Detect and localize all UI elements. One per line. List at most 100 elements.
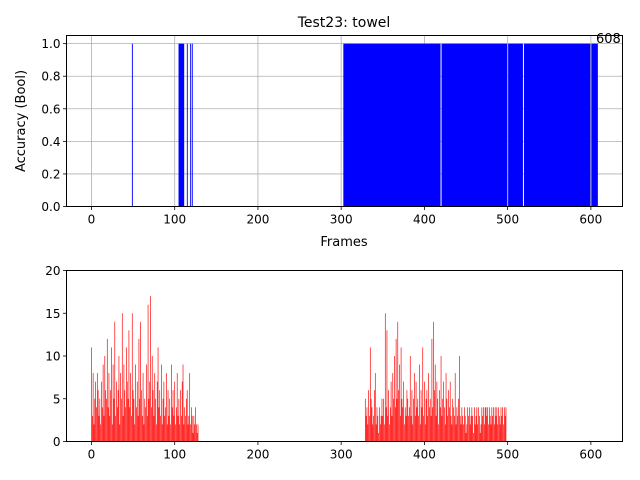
bar [183, 424, 185, 442]
bar [182, 364, 184, 442]
bar [149, 381, 151, 442]
bar [404, 424, 405, 442]
bar [96, 373, 98, 442]
top-chart-title: Test23: towel [297, 15, 391, 31]
x-tick-label: 600 [579, 448, 602, 462]
y-tick-label: 20 [45, 264, 60, 278]
bar [377, 415, 379, 442]
bar [142, 373, 144, 442]
top-chart: Test23: towel 0 100 200 300 400 500 600 0.0 0.2… [14, 15, 623, 250]
bar [439, 407, 441, 442]
top-axes-frame [66, 35, 623, 207]
bar [116, 407, 118, 442]
bar [187, 424, 189, 442]
bar [379, 424, 381, 442]
bar [498, 415, 500, 442]
bar [129, 407, 131, 442]
x-tick-label: 300 [330, 448, 353, 462]
bar [433, 321, 434, 442]
bar [368, 390, 369, 442]
bar [454, 373, 456, 442]
bar [371, 407, 373, 442]
bar [364, 398, 366, 442]
bar [397, 321, 399, 442]
bar [190, 43, 192, 207]
bar [131, 313, 133, 442]
bar [472, 415, 474, 442]
bar [178, 43, 185, 207]
top-bars [131, 43, 598, 207]
bar [191, 407, 192, 442]
bar [110, 390, 111, 442]
bar [415, 381, 417, 442]
bar [392, 373, 394, 442]
bar [495, 415, 497, 442]
bar [432, 407, 434, 442]
bar [503, 424, 504, 442]
bar [476, 407, 478, 442]
bar [434, 390, 435, 442]
bar [151, 407, 152, 442]
bar [399, 415, 401, 442]
bar [400, 347, 402, 442]
bar [124, 390, 126, 442]
x-tick-label: 600 [579, 213, 602, 227]
bar [451, 424, 453, 442]
bar [431, 338, 433, 442]
bar [196, 432, 198, 442]
bar [150, 296, 151, 442]
bar [398, 390, 399, 442]
bar [367, 424, 369, 442]
bar [178, 398, 180, 442]
bar [197, 424, 199, 442]
bar [343, 43, 441, 207]
bar [381, 398, 383, 442]
bar [424, 381, 425, 442]
bar [127, 398, 129, 442]
bar [174, 381, 176, 442]
bar [106, 398, 107, 442]
bar [439, 390, 440, 442]
bar [100, 424, 101, 442]
bar [460, 424, 462, 442]
bar [406, 390, 408, 442]
bar [501, 415, 503, 442]
bar [193, 415, 195, 442]
bar [143, 424, 145, 442]
bar [393, 398, 394, 442]
bar [383, 398, 384, 442]
bar [139, 398, 141, 442]
bar [421, 407, 423, 442]
bar [449, 381, 451, 442]
bar [470, 415, 472, 442]
bar [422, 347, 424, 442]
bar [427, 415, 429, 442]
bar [387, 415, 389, 442]
bar [370, 398, 372, 442]
bar [481, 407, 483, 442]
bar [132, 390, 134, 442]
bar [195, 407, 196, 442]
bar [181, 415, 182, 442]
bar [118, 356, 120, 442]
y-tick-label: 10 [45, 350, 60, 364]
bar [384, 313, 386, 442]
bar [441, 415, 443, 442]
bar [394, 407, 396, 442]
bar [184, 407, 186, 442]
bar [438, 424, 439, 442]
bar [508, 43, 523, 207]
bar [399, 364, 400, 442]
bar [477, 424, 479, 442]
bar [117, 390, 119, 442]
bar [496, 407, 498, 442]
x-tick-label: 500 [496, 213, 519, 227]
bar [109, 415, 111, 442]
bar [503, 407, 505, 442]
bar [121, 313, 123, 442]
bar [484, 407, 486, 442]
bar [98, 415, 100, 442]
bar [498, 407, 499, 442]
bar [176, 373, 178, 442]
y-tick-label: 1.0 [41, 37, 60, 51]
